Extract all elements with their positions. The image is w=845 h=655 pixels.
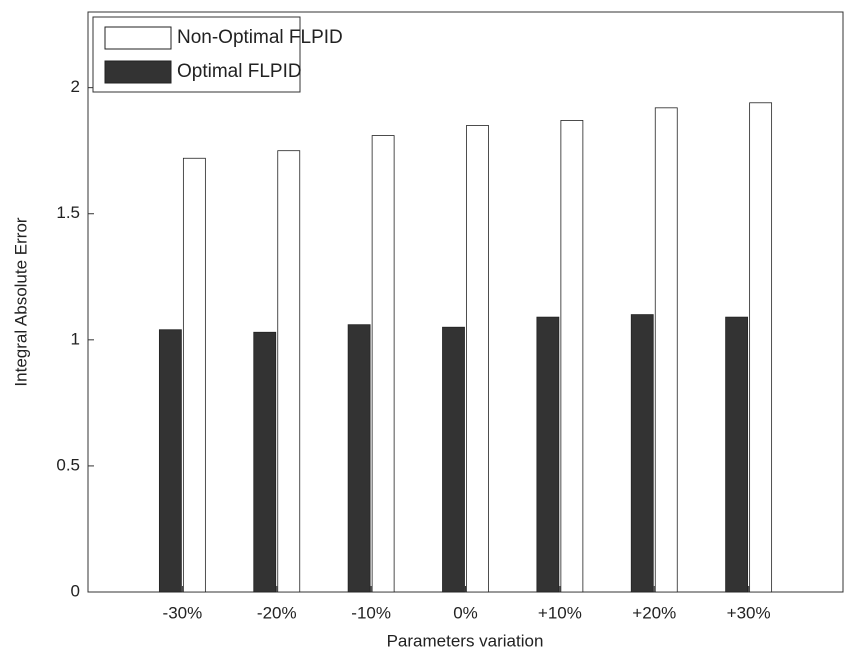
bar [372, 136, 394, 592]
bar [348, 325, 370, 592]
x-tick-label: +10% [538, 603, 582, 622]
legend-swatch [105, 27, 171, 49]
x-tick-label: +30% [727, 603, 771, 622]
x-tick-label: -10% [351, 603, 391, 622]
bar [254, 332, 276, 592]
bar [655, 108, 677, 592]
x-tick-label: -20% [257, 603, 297, 622]
bar [726, 317, 748, 592]
bar [183, 158, 205, 592]
legend-label: Non-Optimal FLPID [177, 27, 343, 48]
bar [159, 330, 181, 592]
legend-label: Optimal FLPID [177, 61, 302, 82]
y-tick-label: 1 [71, 329, 80, 348]
y-tick-label: 0 [71, 581, 80, 600]
bar [278, 151, 300, 592]
y-tick-label: 2 [71, 77, 80, 96]
x-axis-label: Parameters variation [387, 631, 544, 650]
x-tick-label: -30% [163, 603, 203, 622]
x-tick-label: +20% [632, 603, 676, 622]
y-axis-label: Integral Absolute Error [11, 217, 30, 386]
legend-swatch [105, 61, 171, 83]
y-tick-label: 0.5 [56, 455, 80, 474]
chart: Parameters variation Integral Absolute E… [0, 0, 845, 655]
bar [561, 120, 583, 592]
bar [443, 327, 465, 592]
bar [750, 103, 772, 592]
y-tick-label: 1.5 [56, 203, 80, 222]
bar [467, 125, 489, 592]
bar [631, 315, 653, 592]
x-tick-label: 0% [453, 603, 478, 622]
bar [537, 317, 559, 592]
